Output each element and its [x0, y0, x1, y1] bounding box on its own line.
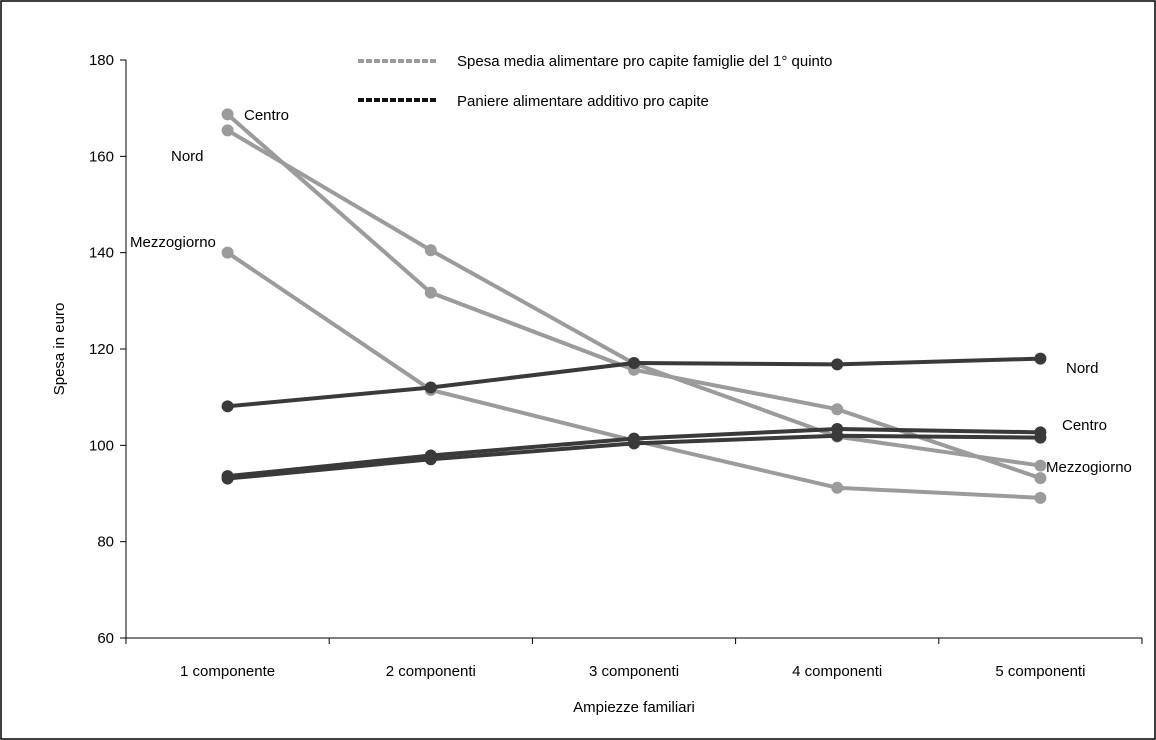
- series-label-nord-paniere: Nord: [1066, 360, 1099, 377]
- x-tick-label: 5 componenti: [995, 663, 1085, 680]
- legend-label-paniere: Paniere alimentare additivo pro capite: [457, 93, 709, 110]
- axes: 60 80 100 120 140 160 180 1 componente 2 compone…: [51, 52, 1143, 716]
- series-paniere-nord: [221, 352, 1047, 413]
- y-tick-label: 120: [89, 341, 114, 358]
- data-point-paniere-nord: [628, 356, 640, 369]
- data-point-paniere-nord: [831, 358, 844, 371]
- series-label-nord-spesa: Nord: [171, 148, 204, 165]
- data-point-spesa-centro: [831, 403, 844, 416]
- series-paniere-mezzogiorno: [221, 429, 1047, 485]
- x-tick-label: 2 componenti: [386, 663, 476, 680]
- data-point-spesa-mezzogiorno: [1034, 491, 1047, 504]
- data-point-paniere-mezzogiorno: [221, 472, 234, 485]
- x-tick-label: 1 componente: [180, 663, 275, 680]
- legend: Spesa media alimentare pro capite famigl…: [358, 53, 832, 110]
- data-point-spesa-nord: [1034, 459, 1047, 472]
- y-tick-label: 80: [97, 534, 114, 551]
- x-axis-title: Ampiezze familiari: [573, 699, 695, 716]
- y-tick-label: 180: [89, 52, 114, 69]
- data-point-paniere-nord: [1034, 352, 1047, 365]
- series-label-centro-paniere: Centro: [1062, 417, 1107, 434]
- x-tick-label: 4 componenti: [792, 663, 882, 680]
- data-point-spesa-centro: [221, 108, 234, 121]
- data-point-spesa-centro: [424, 286, 437, 299]
- data-point-paniere-nord: [424, 381, 437, 394]
- series-label-mezzogiorno-paniere: Mezzogiorno: [1046, 459, 1132, 476]
- series-label-centro-spesa: Centro: [244, 107, 289, 124]
- y-axis-title: Spesa in euro: [51, 303, 68, 396]
- legend-label-spesa: Spesa media alimentare pro capite famigl…: [457, 53, 832, 70]
- y-tick-label: 160: [89, 148, 114, 165]
- series-label-mezzogiorno-spesa: Mezzogiorno: [130, 234, 216, 251]
- data-point-paniere-mezzogiorno: [424, 453, 437, 466]
- data-point-spesa-mezzogiorno: [831, 481, 844, 494]
- data-point-paniere-mezzogiorno: [831, 429, 844, 442]
- data-point-paniere-nord: [221, 400, 234, 413]
- y-tick-label: 140: [89, 245, 114, 262]
- data-point-paniere-mezzogiorno: [1034, 431, 1047, 444]
- series-labels: Centro Nord Mezzogiorno Nord Centro Mezz…: [130, 107, 1132, 476]
- data-point-spesa-mezzogiorno: [221, 246, 234, 259]
- data-point-spesa-centro: [1034, 472, 1047, 485]
- y-tick-label: 60: [97, 630, 114, 647]
- x-tick-label: 3 componenti: [589, 663, 679, 680]
- data-point-spesa-nord: [424, 244, 437, 257]
- y-tick-label: 100: [89, 437, 114, 454]
- series-layer: [221, 108, 1047, 504]
- data-point-spesa-nord: [221, 124, 234, 137]
- data-point-paniere-mezzogiorno: [628, 437, 640, 450]
